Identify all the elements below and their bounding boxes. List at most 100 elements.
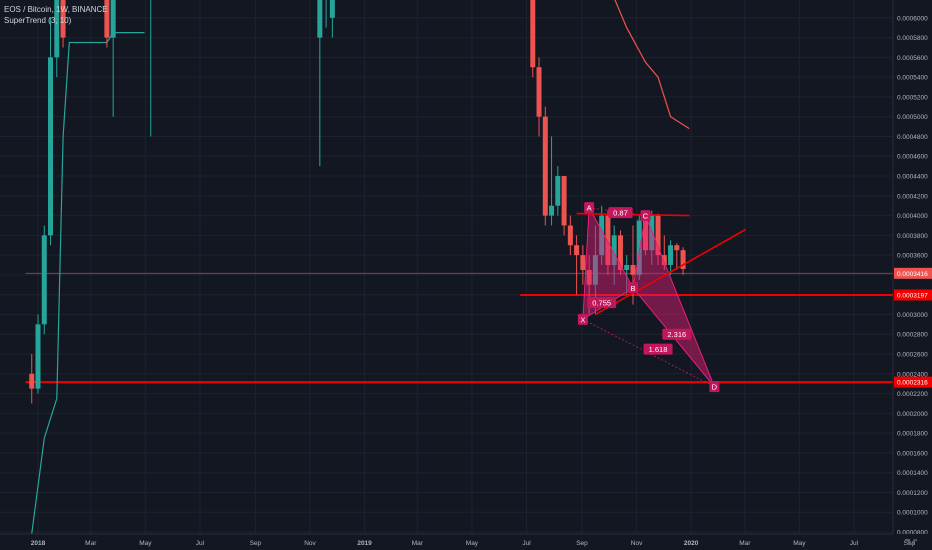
candle: [674, 243, 680, 270]
pattern-point-a: A: [584, 202, 595, 214]
symbol-title[interactable]: EOS / Bitcoin, 1W, BINANCE: [4, 5, 108, 14]
pattern-ratio: 0.755: [587, 297, 617, 309]
trend-line: [595, 228, 747, 316]
pattern-ratio-box: [643, 343, 673, 355]
chart-legend: EOS / Bitcoin, 1W, BINANCE SuperTrend (3…: [4, 4, 108, 26]
candle-body: [41, 235, 47, 325]
pattern-ratio: 0.87: [608, 207, 633, 219]
candle-body: [580, 255, 586, 270]
price-label-box: [894, 376, 932, 388]
price-label-box: [894, 267, 932, 279]
candle: [54, 0, 60, 78]
candle: [536, 57, 542, 137]
pattern-ratio-box: [662, 328, 692, 340]
candle-body: [661, 255, 667, 266]
pattern-ratio-label: 0.755: [592, 299, 611, 308]
x-tick-label: 2020: [684, 540, 699, 547]
pattern-ratio-box: [587, 297, 617, 309]
x-tick-label: Mar: [85, 540, 97, 547]
candle: [668, 240, 674, 275]
pattern-point-box: [577, 313, 588, 325]
candle: [599, 205, 605, 266]
y-tick-label: 0.0001200: [897, 490, 928, 497]
pattern-ratio-label: 1.618: [649, 345, 668, 354]
y-tick-label: 0.0005200: [897, 94, 928, 101]
candle-body: [104, 0, 110, 38]
y-tick-label: 0.0006000: [897, 15, 928, 22]
candle: [48, 17, 54, 246]
pattern-point-label: A: [587, 204, 592, 213]
candle: [35, 314, 41, 394]
y-tick-label: 0.0000800: [897, 530, 928, 537]
y-tick-label: 0.0003000: [897, 312, 928, 319]
x-tick-label: Sep: [576, 540, 588, 547]
candle: [580, 245, 586, 285]
trend-line: [576, 212, 690, 217]
pattern-point-c: C: [640, 210, 651, 222]
price-label: 0.0003197: [894, 289, 932, 301]
candle: [661, 235, 667, 270]
candle: [636, 215, 642, 280]
pattern-ratio-box: [608, 207, 633, 219]
pattern-point-d: D: [709, 381, 720, 393]
y-tick-label: 0.0002400: [897, 371, 928, 378]
candle: [655, 213, 661, 266]
pattern-point-box: [627, 282, 638, 294]
candle-body: [599, 215, 605, 256]
candle-body: [674, 245, 680, 251]
candle-body: [54, 0, 60, 58]
candle-body: [624, 265, 630, 270]
y-tick-label: 0.0002800: [897, 332, 928, 339]
candle-body: [617, 235, 623, 270]
x-tick-label: May: [793, 540, 806, 547]
pattern-ratio: 1.618: [643, 343, 673, 355]
candle: [567, 215, 573, 256]
pattern-point-x: X: [577, 313, 588, 325]
candle: [104, 0, 110, 48]
candle: [329, 0, 335, 38]
candle: [325, 0, 327, 28]
candle-body: [536, 67, 542, 117]
x-tick-label: Nov: [631, 540, 643, 547]
pattern-point-label: D: [712, 383, 718, 392]
x-tick-label: Mar: [739, 540, 751, 547]
candle: [317, 0, 323, 167]
indicator-title[interactable]: SuperTrend (3, 10): [4, 16, 72, 25]
candle-body: [611, 235, 617, 266]
candle-body: [592, 255, 598, 285]
candle-body: [317, 0, 323, 38]
candle: [611, 225, 617, 285]
y-tick-label: 0.0004000: [897, 213, 928, 220]
x-tick-label: Jul: [850, 540, 859, 547]
y-tick-label: 0.0002200: [897, 391, 928, 398]
price-labels: 0.0002316 0.0003197 0.0003416: [894, 267, 932, 388]
price-label: 0.0003416: [894, 267, 932, 279]
pattern-point-box: [640, 210, 651, 222]
candle-body: [110, 0, 116, 38]
candle-body: [605, 215, 611, 266]
tradingview-logo-icon: [905, 539, 918, 545]
candle: [549, 136, 555, 226]
price-label-text: 0.0002316: [897, 380, 928, 387]
y-tick-label: 0.0003600: [897, 253, 928, 260]
y-tick-label: 0.0004800: [897, 134, 928, 141]
x-tick-label: Mar: [412, 540, 424, 547]
candle-body: [60, 0, 66, 38]
candle-body: [542, 116, 548, 216]
candle: [542, 106, 548, 226]
candle: [60, 0, 66, 48]
candle: [649, 210, 655, 266]
pattern-point-label: C: [643, 212, 649, 221]
y-tick-label: 0.0002600: [897, 352, 928, 359]
x-tick-label: May: [466, 540, 479, 547]
candle: [150, 0, 152, 137]
y-tick-label: 0.0005800: [897, 35, 928, 42]
candle-body: [561, 176, 567, 226]
y-tick-label: 0.0004600: [897, 154, 928, 161]
price-label: 0.0002316: [894, 376, 932, 388]
y-tick-label: 0.0001600: [897, 450, 928, 457]
candle-body: [649, 215, 655, 251]
horizontal-levels: [25, 272, 899, 384]
price-label-text: 0.0003416: [897, 271, 928, 278]
